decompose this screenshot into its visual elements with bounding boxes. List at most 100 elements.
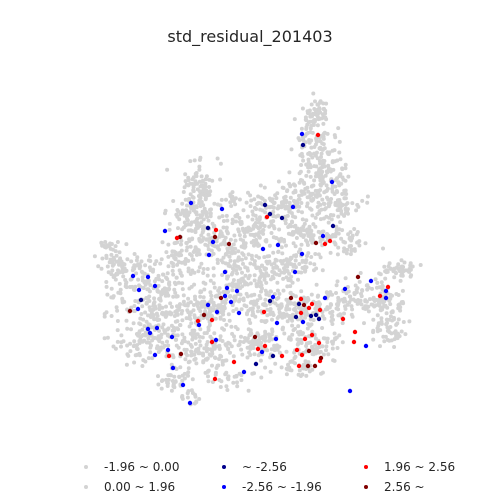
neutral-point <box>303 140 308 145</box>
neutral-point <box>160 305 165 310</box>
neutral-point <box>231 246 235 251</box>
neutral-point <box>346 174 351 179</box>
neutral-point <box>254 239 259 244</box>
neutral-point <box>140 304 145 309</box>
neutral-point <box>201 271 206 275</box>
neutral-point <box>170 268 175 273</box>
neutral-point <box>360 288 365 293</box>
neutral-point <box>185 353 190 358</box>
neutral-point <box>363 241 368 246</box>
neutral-point <box>143 310 148 315</box>
neutral-point <box>119 333 124 338</box>
residual-point-high <box>315 132 321 138</box>
neutral-point <box>264 259 269 264</box>
neutral-point <box>248 232 253 237</box>
neutral-point <box>372 299 377 303</box>
neutral-point <box>343 166 348 171</box>
neutral-point <box>188 272 193 276</box>
neutral-point <box>252 278 257 283</box>
neutral-point <box>240 284 245 289</box>
neutral-point <box>354 232 359 237</box>
neutral-point <box>326 220 331 225</box>
neutral-point <box>121 274 126 279</box>
neutral-point <box>267 259 272 264</box>
neutral-point <box>302 181 307 186</box>
neutral-point <box>167 283 172 287</box>
neutral-point <box>279 313 284 318</box>
neutral-point <box>138 316 143 321</box>
neutral-point <box>241 261 245 266</box>
neutral-point <box>182 347 187 352</box>
neutral-point <box>161 345 166 350</box>
neutral-point <box>180 201 185 206</box>
neutral-point <box>262 255 267 260</box>
neutral-point <box>371 328 376 333</box>
neutral-point <box>348 252 353 257</box>
neutral-point <box>244 281 249 286</box>
residual-point-low-extreme <box>270 353 276 359</box>
neutral-point <box>210 363 214 368</box>
neutral-point <box>314 164 319 169</box>
neutral-point <box>343 162 348 167</box>
neutral-point <box>200 213 205 218</box>
neutral-point <box>391 317 396 322</box>
neutral-point <box>186 269 191 274</box>
neutral-point <box>156 350 161 354</box>
residual-point-low <box>322 295 328 301</box>
neutral-point <box>221 225 226 230</box>
neutral-point <box>195 217 199 222</box>
legend-label: 0.00 ~ 1.96 <box>104 480 176 494</box>
neutral-point <box>306 251 311 256</box>
neutral-point <box>234 219 238 224</box>
residual-point-high <box>231 359 237 365</box>
neutral-point <box>293 326 297 331</box>
residual-point-low-extreme <box>253 361 259 367</box>
neutral-point <box>156 273 161 278</box>
neutral-point <box>324 169 329 174</box>
neutral-point <box>345 302 350 307</box>
neutral-point <box>208 278 213 283</box>
neutral-point <box>388 302 393 307</box>
neutral-point <box>200 335 205 340</box>
neutral-point <box>262 185 267 190</box>
neutral-point <box>271 250 276 255</box>
neutral-point <box>222 327 226 332</box>
neutral-point <box>284 349 289 354</box>
neutral-point <box>260 335 265 340</box>
neutral-point <box>141 333 145 337</box>
neutral-point <box>162 330 167 335</box>
neutral-point <box>194 205 199 210</box>
neutral-point <box>169 388 174 393</box>
neutral-point <box>206 191 211 195</box>
neutral-point <box>345 207 350 212</box>
neutral-point <box>139 312 144 316</box>
neutral-point <box>165 291 170 296</box>
neutral-point <box>303 269 307 274</box>
neutral-point <box>308 317 313 322</box>
neutral-point <box>310 367 315 372</box>
neutral-point <box>231 198 236 203</box>
neutral-points-layer <box>92 91 423 407</box>
neutral-point <box>198 294 203 299</box>
neutral-point <box>194 361 199 366</box>
neutral-point <box>133 299 138 303</box>
residual-point-low <box>170 365 176 371</box>
neutral-point <box>320 141 325 146</box>
neutral-point <box>342 246 347 251</box>
neutral-point <box>281 258 286 263</box>
neutral-point <box>308 231 313 236</box>
neutral-point <box>281 288 286 293</box>
neutral-point <box>350 201 355 206</box>
neutral-point <box>181 293 186 298</box>
legend-swatch <box>364 464 368 469</box>
neutral-point <box>218 161 223 166</box>
neutral-point <box>249 198 254 203</box>
neutral-point <box>189 349 194 354</box>
neutral-point <box>191 185 196 190</box>
neutral-point <box>305 298 310 303</box>
neutral-point <box>305 227 310 232</box>
neutral-point <box>288 284 293 289</box>
neutral-point <box>298 337 303 342</box>
neutral-point <box>240 270 244 275</box>
neutral-point <box>180 318 185 323</box>
